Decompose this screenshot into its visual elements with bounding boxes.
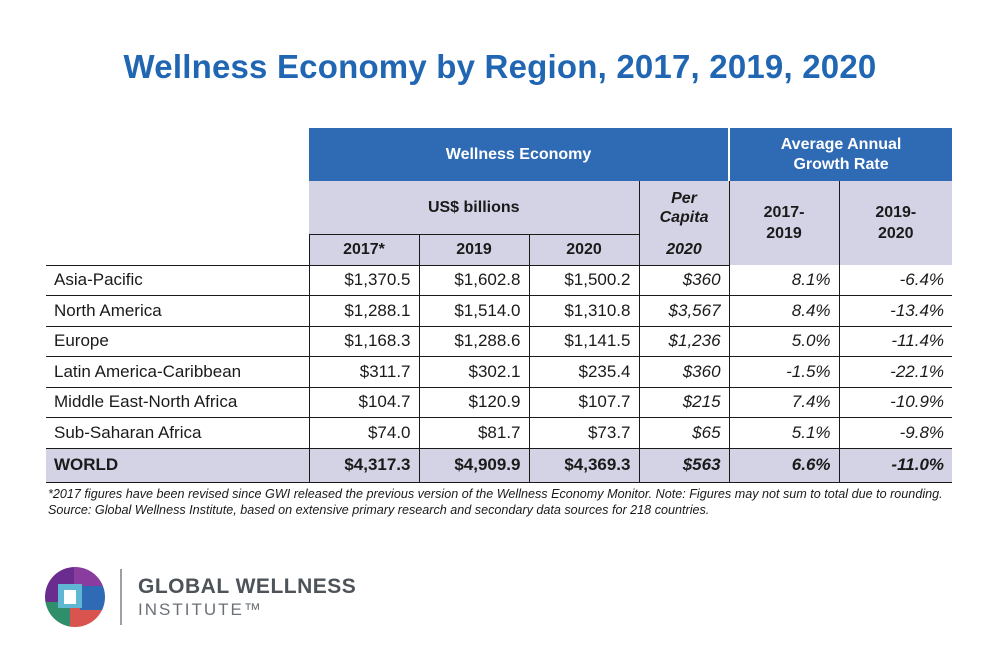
growth-2019-2020: -6.4% [838,265,953,296]
world-value-2019: $4,909.9 [418,448,529,483]
world-growth-2019-2020: -11.0% [838,448,953,483]
region-name: Middle East-North Africa [46,387,309,418]
corner-blank-2 [46,181,309,235]
value-2019: $1,514.0 [418,295,529,327]
page-title: Wellness Economy by Region, 2017, 2019, … [123,48,877,85]
growth-2017-2019: 5.1% [728,417,840,449]
region-name: Latin America-Caribbean [46,356,309,388]
growth-2017-2019: 5.0% [728,326,840,357]
table-row: Latin America-Caribbean $311.7 $302.1 $2… [46,356,953,388]
value-2020: $1,310.8 [528,295,639,327]
growth-2017-2019: 7.4% [728,387,840,418]
world-total-row: WORLD $4,317.3 $4,909.9 $4,369.3 $563 6.… [46,448,953,483]
value-2019: $302.1 [418,356,529,388]
footnote: *2017 figures have been revised since GW… [48,487,943,517]
growth-2017-2019: -1.5% [728,356,840,388]
value-2017: $104.7 [308,387,419,418]
per-capita-value: $360 [638,265,730,296]
header-growth-2019-2020-label: 2019-2020 [875,204,917,242]
value-2017: $311.7 [308,356,419,388]
region-name: Asia-Pacific [46,265,309,296]
value-2019: $1,602.8 [418,265,529,296]
per-capita-value: $215 [638,387,730,418]
table-row: Europe $1,168.3 $1,288.6 $1,141.5 $1,236… [46,326,953,357]
header-year-2019: 2019 [418,234,529,266]
region-name: Europe [46,326,309,357]
region-name: Sub-Saharan Africa [46,417,309,449]
growth-2017-2019: 8.4% [728,295,840,327]
value-2019: $1,288.6 [418,326,529,357]
world-value-2020: $4,369.3 [528,448,639,483]
header-year-2017: 2017* [308,234,419,266]
value-2017: $74.0 [308,417,419,449]
value-2020: $107.7 [528,387,639,418]
per-capita-value: $3,567 [638,295,730,327]
value-2020: $73.7 [528,417,639,449]
growth-2017-2019: 8.1% [728,265,840,296]
header-average-annual-growth: Average Annual Growth Rate [728,128,953,181]
header-wellness-economy: Wellness Economy [309,128,730,181]
table-row: Middle East-North Africa $104.7 $120.9 $… [46,387,953,418]
region-name: North America [46,295,309,327]
growth-2019-2020: -11.4% [838,326,953,357]
value-2020: $235.4 [528,356,639,388]
per-capita-value: $360 [638,356,730,388]
logo-text-line2: INSTITUTE™ [138,600,263,619]
corner-blank [46,128,309,181]
value-2017: $1,168.3 [308,326,419,357]
gwi-logo-icon [44,566,106,633]
growth-2019-2020: -10.9% [838,387,953,418]
header-per-capita-label: Per Capita [659,189,709,226]
logo-text-line1: GLOBAL WELLNESS [138,575,357,598]
growth-2019-2020: -13.4% [838,295,953,327]
growth-2019-2020: -22.1% [838,356,953,388]
value-2020: $1,141.5 [528,326,639,357]
header-per-capita: Per Capita [638,181,730,235]
value-2019: $81.7 [418,417,529,449]
header-year-2020: 2020 [528,234,639,266]
per-capita-value: $1,236 [638,326,730,357]
logo-divider [120,569,122,625]
header-average-annual-growth-label: Average Annual Growth Rate [780,135,902,173]
header-per-capita-year: 2020 [638,234,730,266]
value-2017: $1,288.1 [308,295,419,327]
world-per-capita: $563 [638,448,730,483]
wellness-economy-table: Wellness Economy Average Annual Growth R… [46,128,953,483]
growth-2019-2020: -9.8% [838,417,953,449]
world-growth-2017-2019: 6.6% [728,448,840,483]
world-value-2017: $4,317.3 [308,448,419,483]
table-row: North America $1,288.1 $1,514.0 $1,310.8… [46,295,953,327]
value-2017: $1,370.5 [308,265,419,296]
table-row: Sub-Saharan Africa $74.0 $81.7 $73.7 $65… [46,417,953,449]
header-growth-2017-2019: 2017-2019 [728,181,840,265]
per-capita-value: $65 [638,417,730,449]
header-growth-2019-2020: 2019-2020 [838,181,953,265]
table-row: Asia-Pacific $1,370.5 $1,602.8 $1,500.2 … [46,265,953,296]
value-2019: $120.9 [418,387,529,418]
world-label: WORLD [46,448,309,483]
header-growth-2017-2019-label: 2017-2019 [763,204,805,242]
header-usd-billions: US$ billions [309,181,639,235]
corner-blank-3 [46,234,309,266]
value-2020: $1,500.2 [528,265,639,296]
